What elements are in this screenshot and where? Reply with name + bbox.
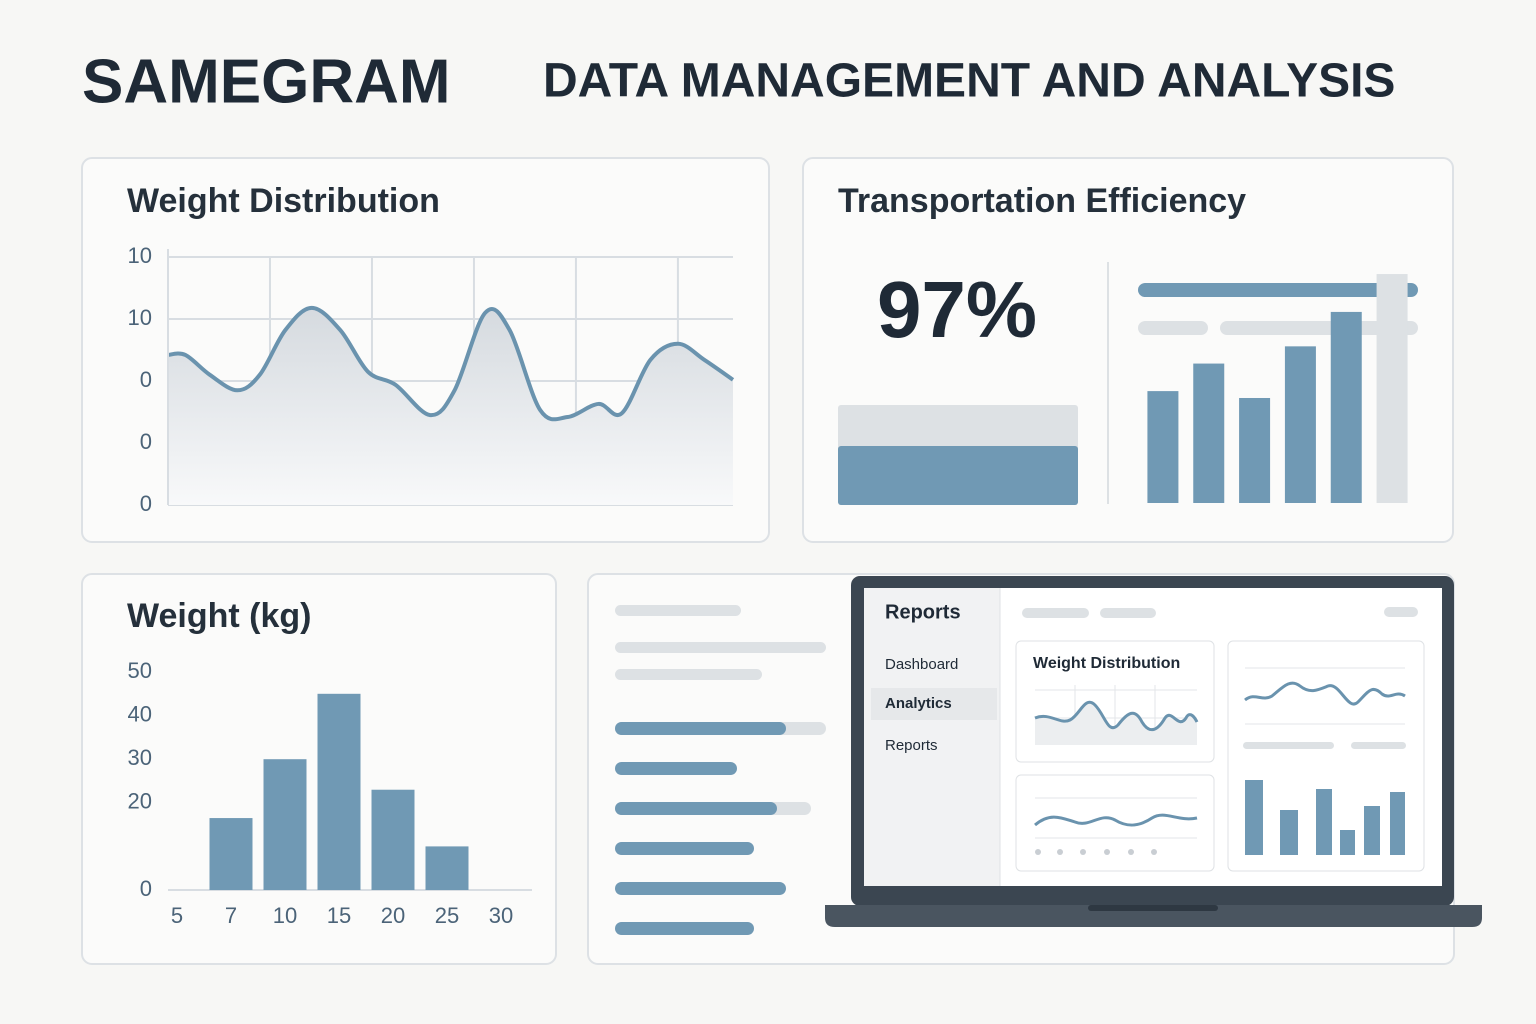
- sidebar: [864, 588, 1000, 886]
- placeholder-bar: [615, 722, 786, 735]
- placeholder-bar: [1138, 283, 1418, 297]
- mini-bars: [1245, 780, 1405, 855]
- laptop: Reports Dashboard Analytics Reports Weig…: [825, 576, 1482, 927]
- placeholder-bar: [615, 669, 762, 680]
- y-tick-label: 10: [128, 243, 152, 268]
- y-tick-label: 0: [140, 367, 152, 392]
- mini-grid: [1035, 667, 1405, 839]
- laptop-base: [825, 905, 1482, 927]
- placeholder-bar: [615, 802, 777, 815]
- placeholder-bar: [615, 842, 754, 855]
- bar: [209, 818, 253, 890]
- placeholder-bar: [1220, 321, 1418, 335]
- mini-card: [1015, 774, 1215, 872]
- area: [168, 307, 733, 505]
- bar: [371, 789, 415, 890]
- x-tick-label: 7: [225, 903, 237, 928]
- panel-title: Transportation Efficiency: [838, 182, 1246, 220]
- placeholder-bar: [615, 882, 786, 895]
- placeholder-bar: [1243, 742, 1334, 749]
- y-tick-label: 0: [140, 429, 152, 454]
- y-tick-label: 0: [140, 491, 152, 516]
- mini-sparkline: [1244, 681, 1406, 706]
- y-tick-label: 50: [128, 658, 152, 683]
- placeholder-bar: [615, 642, 826, 653]
- bar: [1239, 397, 1271, 503]
- mini-area: [1035, 702, 1197, 745]
- x-tick-label: 15: [327, 903, 351, 928]
- charts: 0 0 0 10 10 0 20 30 40 50 5 7 10 15 20 25 30: [128, 243, 1408, 928]
- placeholder-bar: [1384, 607, 1418, 617]
- x-tick-label: 5: [171, 903, 183, 928]
- nav-item[interactable]: Analytics: [885, 695, 952, 712]
- placeholder-bar: [1100, 608, 1156, 618]
- bar: [1193, 363, 1225, 503]
- bar: [317, 693, 361, 890]
- y-tick-label: 0: [140, 876, 152, 901]
- placeholder-bar: [1022, 608, 1089, 618]
- line: [167, 305, 735, 422]
- placeholder-bar: [615, 605, 741, 616]
- x-tick-label: 10: [273, 903, 297, 928]
- x-tick-label: 20: [381, 903, 405, 928]
- kpi-value: 97%: [877, 265, 1037, 354]
- bar: [1330, 311, 1362, 503]
- nav-item[interactable]: Dashboard: [885, 656, 958, 673]
- bar: [1284, 346, 1316, 503]
- panel-title: Weight (kg): [127, 597, 311, 635]
- y-tick-label: 20: [128, 789, 152, 814]
- y-tick-label: 40: [128, 701, 152, 726]
- page-title: DATA MANAGEMENT AND ANALYSIS: [543, 55, 1395, 108]
- mini-sparkline: [1034, 700, 1199, 732]
- x-tick-label: 25: [435, 903, 459, 928]
- brand: SAMEGRAM: [82, 47, 451, 116]
- placeholder-list: [615, 605, 826, 935]
- y-tick-label: 10: [128, 305, 152, 330]
- bar: [1376, 274, 1408, 503]
- nav-item[interactable]: Reports: [885, 737, 938, 754]
- nav-highlight: [871, 688, 997, 720]
- mini-card-title: Weight Distribution: [1033, 655, 1180, 672]
- placeholder-bar: [1138, 321, 1208, 335]
- placeholder-bar: [615, 762, 737, 775]
- panel-title: Weight Distribution: [127, 182, 440, 220]
- mini-dots: [1035, 849, 1157, 855]
- laptop-notch: [1088, 905, 1218, 911]
- progress-fill: [838, 446, 1078, 505]
- bar: [425, 846, 469, 890]
- mini-sparkline: [1034, 813, 1198, 827]
- bar: [1147, 391, 1179, 503]
- placeholder-bar: [615, 922, 754, 935]
- y-tick-label: 30: [128, 745, 152, 770]
- sidebar-title: Reports: [885, 601, 961, 623]
- placeholder-bar: [1351, 742, 1406, 749]
- bar: [263, 759, 307, 890]
- x-tick-label: 30: [489, 903, 513, 928]
